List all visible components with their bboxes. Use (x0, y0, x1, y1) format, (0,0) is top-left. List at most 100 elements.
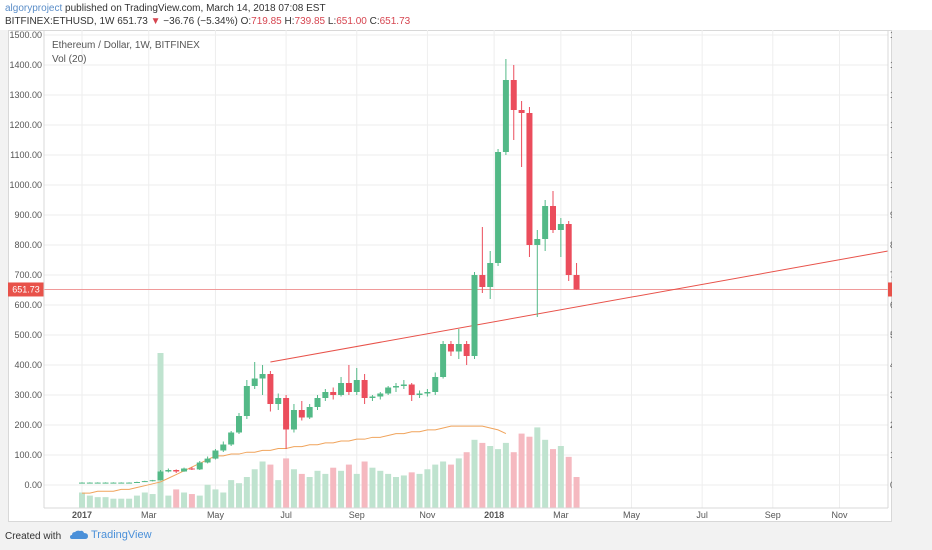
candle-body (133, 482, 140, 483)
candle-body (94, 482, 101, 484)
volume-bar (361, 461, 368, 508)
volume-bar (212, 489, 219, 508)
volume-bar (518, 433, 525, 508)
volume-bar (118, 498, 125, 508)
volume-bar (416, 473, 423, 508)
volume-bar (534, 427, 541, 508)
last-price-line: 651.73 (8, 282, 892, 297)
x-tick-label: May (207, 510, 225, 520)
candle-body (393, 386, 399, 388)
author-link[interactable]: algoryproject (5, 3, 63, 14)
volume-bar (94, 497, 101, 508)
y-tick-right: 600.00 (890, 300, 892, 310)
candle-body (463, 344, 470, 356)
volume-bar (393, 477, 399, 508)
tradingview-label: TradingView (91, 529, 152, 541)
volume-bar (204, 484, 211, 508)
volume-bar (259, 461, 266, 508)
x-tick-label: May (623, 510, 641, 520)
volume-bar (126, 498, 133, 508)
volume-bar (188, 494, 195, 508)
candle-body (416, 393, 423, 395)
candle-body (259, 374, 266, 379)
x-tick-label: Nov (832, 510, 849, 520)
candle-body (338, 383, 345, 395)
volume-bar (141, 492, 148, 508)
y-tick-left: 500.00 (14, 330, 42, 340)
price-tag-left (8, 282, 44, 297)
x-tick-label: Sep (765, 510, 781, 520)
candle-body (432, 377, 439, 392)
volume-bars (79, 353, 580, 508)
x-tick-label: 2017 (72, 510, 92, 520)
volume-bar (550, 449, 556, 508)
high-value: 739.85 (294, 16, 326, 27)
candle-body (510, 80, 517, 110)
y-tick-left: 1100.00 (10, 150, 42, 160)
publish-line: algoryproject published on TradingView.c… (5, 3, 326, 14)
y-tick-right: 400.00 (890, 360, 892, 370)
x-tick-label: 2018 (484, 510, 504, 520)
candle-body (565, 224, 572, 275)
candle-body (126, 482, 133, 484)
open-value: 719.85 (251, 16, 282, 27)
chart-border (8, 30, 892, 522)
y-tick-left: 1000.00 (9, 180, 42, 190)
y-tick-right: 100.00 (890, 450, 892, 460)
candle-body (283, 398, 290, 430)
x-tick-label: Mar (141, 510, 157, 520)
tradingview-brand[interactable]: TradingView (70, 529, 152, 541)
volume-bar (330, 467, 337, 508)
volume-bar (133, 495, 140, 508)
candle-body (149, 480, 156, 482)
volume-bar (243, 477, 250, 508)
volume-bar (447, 464, 454, 508)
volume-bar (298, 473, 305, 508)
y-tick-right: 1100.00 (890, 150, 892, 160)
symbol-line: BITFINEX:ETHUSD, 1W 651.73 ▼ −36.76 (−5.… (5, 16, 410, 27)
y-tick-right: 1500.00 (890, 30, 892, 40)
candle-body (181, 468, 188, 472)
volume-bar (353, 473, 360, 508)
volume-ma-line (82, 425, 507, 494)
down-triangle-icon: ▼ (150, 16, 161, 27)
y-tick-right: 900.00 (890, 210, 892, 220)
x-tick-label: Sep (349, 510, 365, 520)
candle-body (557, 224, 564, 230)
candle-body (267, 374, 274, 404)
volume-bar (173, 489, 180, 508)
price-chart[interactable]: 651.73 1500.00 1500.00 1400.00 1400.00 1300.… (8, 30, 892, 522)
candle-body (330, 392, 337, 395)
low-value: 651.00 (336, 16, 367, 27)
trendline[interactable] (270, 250, 889, 363)
x-tick-label: Jul (280, 510, 292, 520)
candle-body (314, 398, 321, 407)
volume-bar (283, 458, 290, 508)
candle-body (220, 444, 227, 451)
candle-body (141, 481, 148, 483)
published-text: published on TradingView.com, March 14, … (65, 3, 326, 14)
candle-body (550, 206, 556, 230)
candle-body (542, 206, 549, 239)
candle-body (165, 470, 172, 472)
candle-body (251, 378, 258, 386)
volume-bar (149, 494, 156, 508)
grid (8, 30, 892, 522)
candle-body (86, 482, 93, 484)
candle-body (228, 432, 235, 445)
y-tick-right: 800.00 (890, 240, 892, 250)
candle-body (345, 383, 352, 392)
candle-body (369, 396, 376, 398)
candle-body (118, 482, 125, 484)
volume-bar (79, 492, 85, 508)
candle-body (479, 275, 486, 287)
volume-bar (479, 442, 486, 508)
candle-body (243, 386, 250, 416)
volume-bar (526, 436, 533, 508)
volume-bar (377, 470, 384, 508)
chart-area[interactable]: 651.73 1500.00 1500.00 1400.00 1400.00 1300.… (8, 30, 892, 522)
candle-body (361, 380, 368, 398)
volume-bar (487, 446, 494, 508)
candle-body (196, 462, 203, 470)
price-change: −36.76 (−5.34%) (163, 16, 238, 27)
